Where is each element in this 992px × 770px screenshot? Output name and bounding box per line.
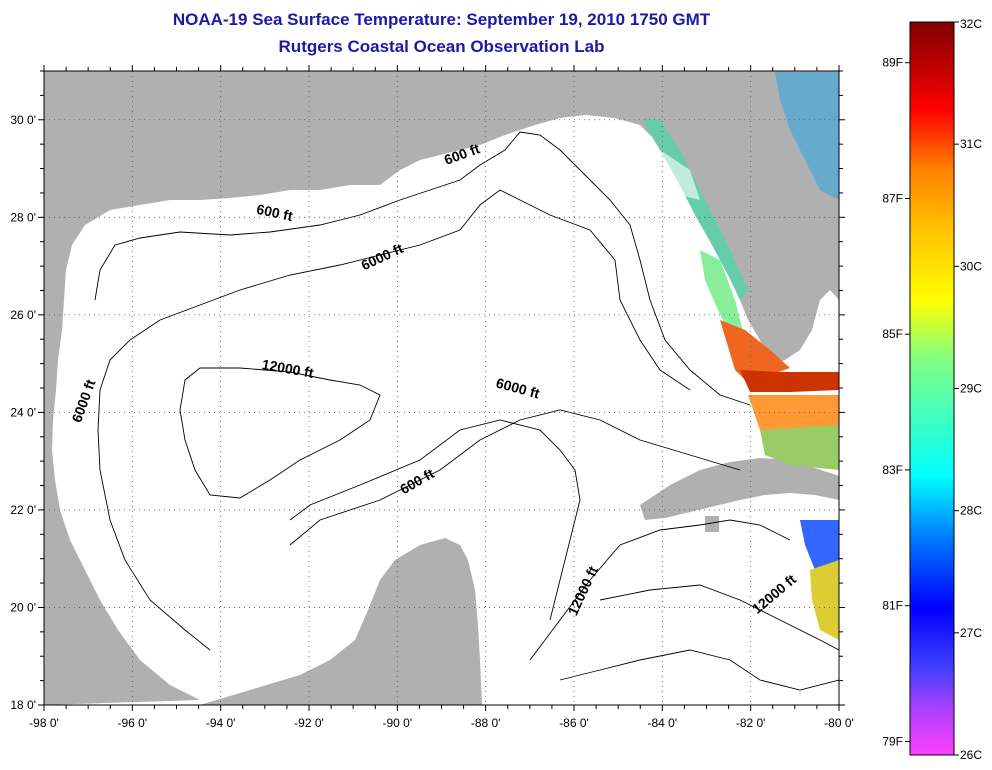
lat-tick-label: 22 0' (10, 503, 36, 517)
contour-caribbean-2 (559, 649, 839, 691)
lat-tick-label: 28 0' (10, 210, 36, 224)
lon-tick-label: -90 0' (383, 716, 413, 730)
lon-tick-label: -96 0' (118, 716, 148, 730)
lon-tick-label: -80 0' (824, 716, 854, 730)
lon-tick-label: -92 0' (294, 716, 324, 730)
lon-tick-label: -88 0' (471, 716, 501, 730)
contour-12000ft-south (529, 519, 791, 661)
lon-tick-label: -82 0' (736, 716, 766, 730)
lon-tick-label: -98 0' (29, 716, 59, 730)
map-subtitle: Rutgers Coastal Ocean Observation Lab (278, 37, 605, 56)
colorbar-fahrenheit-label: 81F (882, 599, 903, 613)
lat-tick-label: 20 0' (10, 600, 36, 614)
map-title: NOAA-19 Sea Surface Temperature: Septemb… (172, 10, 711, 29)
colorbar-fahrenheit-label: 85F (882, 327, 903, 341)
colorbar-labels: 32C 31C 30C 29C 28C 27C 26C 89F 87F 85F 83F 81F 79F (882, 17, 982, 762)
colorbar-fahrenheit-label: 87F (882, 191, 903, 205)
land-north-america (44, 71, 839, 705)
lon-tick-label: -86 0' (559, 716, 589, 730)
lat-tick-label: 26 0' (10, 308, 36, 322)
lat-tick-label: 30 0' (10, 113, 36, 127)
contour-12000ft (179, 367, 381, 499)
bathymetry-contours (94, 131, 839, 691)
colorbar-celsius-label: 32C (960, 17, 982, 31)
colorbar-celsius-label: 29C (960, 382, 982, 396)
lon-tick-label: -84 0' (648, 716, 678, 730)
lat-tick-label: 24 0' (10, 405, 36, 419)
contour-600ft-south (289, 419, 581, 621)
land-cuba (640, 458, 839, 520)
sst-swath (645, 72, 839, 640)
colorbar-celsius-label: 26C (960, 748, 982, 762)
colorbar-celsius-label: 31C (960, 137, 982, 151)
colorbar-celsius-label: 27C (960, 626, 982, 640)
map-axes: -98 0' -96 0' -94 0' -92 0' -90 0' -88 0' -86 … (10, 65, 854, 730)
contour-label: 600 ft (255, 201, 294, 224)
contour-6000ft-inner (99, 469, 211, 651)
colorbar-fahrenheit-label: 83F (882, 463, 903, 477)
contour-6000ft-south (289, 409, 741, 546)
land-yucatan (200, 538, 482, 705)
colorbar-fahrenheit-label: 89F (882, 56, 903, 70)
contour-600ft (94, 131, 751, 406)
land-island (705, 516, 719, 532)
colorbar-celsius-label: 30C (960, 259, 982, 273)
lon-tick-label: -94 0' (206, 716, 236, 730)
map-graticule (44, 71, 839, 705)
colorbar (909, 21, 955, 756)
lat-tick-label: 18 0' (10, 698, 36, 712)
colorbar-celsius-label: 28C (960, 504, 982, 518)
contour-6000ft-outer (97, 189, 691, 471)
colorbar-fahrenheit-label: 79F (882, 734, 903, 748)
contour-caribbean (599, 584, 839, 651)
